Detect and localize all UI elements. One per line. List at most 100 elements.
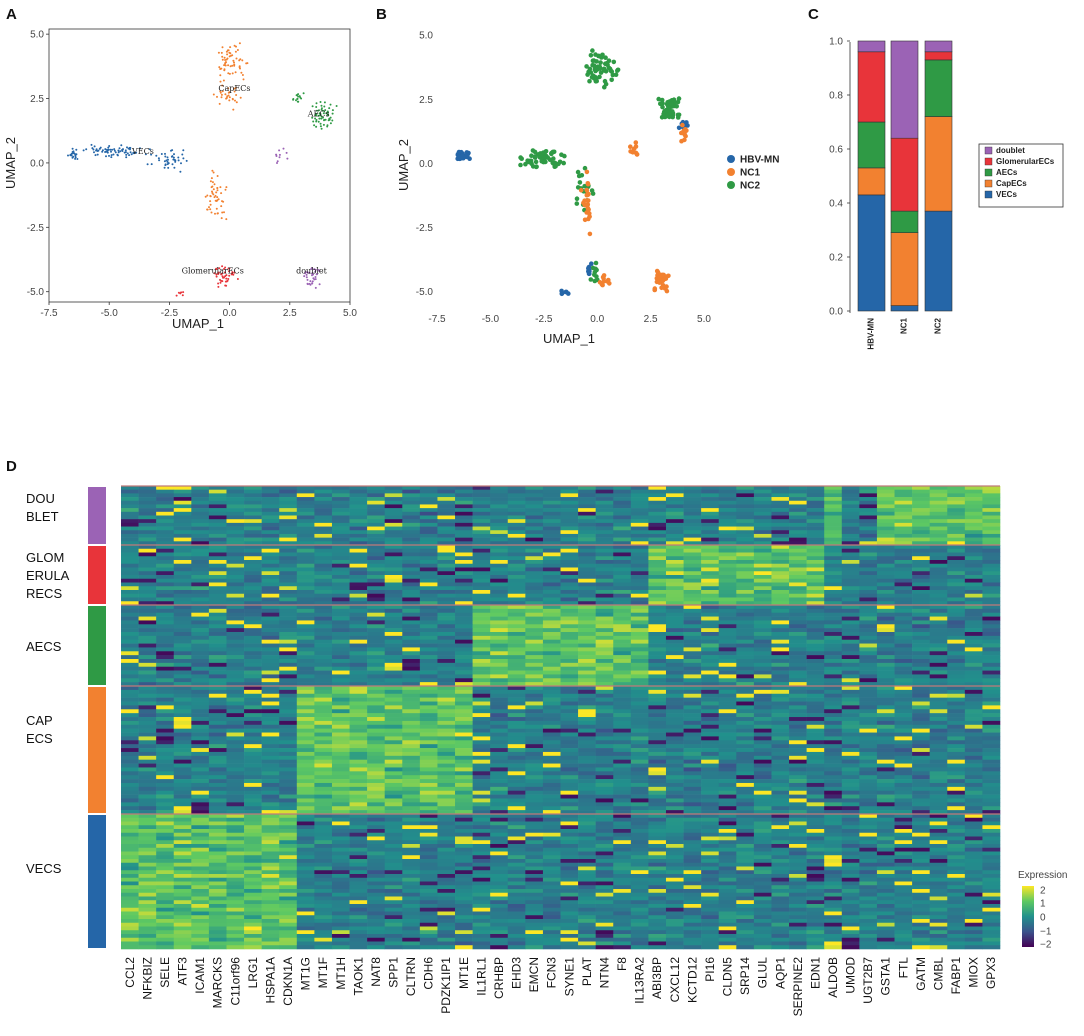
heatmap-cell (472, 632, 491, 637)
heatmap-cell (841, 674, 860, 679)
cell-point (173, 166, 176, 169)
heatmap-cell (384, 612, 403, 617)
heatmap-cell (859, 724, 878, 729)
heatmap-cell (367, 717, 385, 722)
heatmap-cell (701, 571, 720, 576)
heatmap-cell (156, 593, 175, 598)
heatmap-cell (859, 701, 878, 706)
legend-label: doublet (996, 146, 1025, 155)
heatmap-cell (929, 779, 948, 784)
bar-segment-glomerularecs (890, 137, 919, 212)
heatmap-cell (648, 709, 667, 714)
heatmap-cell (507, 724, 526, 729)
heatmap-cell (244, 701, 262, 706)
heatmap-cell (824, 643, 843, 648)
heatmap-cell (384, 697, 403, 702)
heatmap-cell (279, 504, 298, 509)
heatmap-cell (367, 674, 385, 679)
heatmap-cell (789, 497, 807, 502)
cell-point (597, 64, 602, 70)
heatmap-cell (156, 705, 175, 710)
heatmap-cell (578, 533, 596, 538)
heatmap-cell (349, 751, 368, 757)
heatmap-cell (472, 522, 491, 527)
heatmap-cell (121, 556, 139, 561)
heatmap-cell (736, 647, 755, 652)
heatmap-cell (648, 511, 667, 516)
heatmap-cell (876, 697, 895, 702)
heatmap-cell (331, 659, 350, 664)
heatmap-cell (560, 526, 579, 531)
heatmap-cell (314, 709, 333, 714)
heatmap-cell (771, 720, 790, 726)
heatmap-cell (121, 504, 139, 509)
heatmap-cell (894, 693, 913, 698)
heatmap-cell (191, 693, 210, 698)
heatmap-cell (314, 751, 333, 757)
cell-point (327, 119, 330, 122)
heatmap-cell (665, 782, 684, 788)
heatmap-cell (912, 575, 930, 580)
heatmap-cell (701, 771, 720, 776)
heatmap-cell (472, 605, 491, 610)
heatmap-cell (472, 674, 491, 679)
cell-point (585, 205, 591, 211)
heatmap-cell (542, 790, 561, 795)
heatmap-cell (947, 628, 966, 633)
heatmap-cell (121, 608, 139, 614)
heatmap-cell (402, 647, 421, 652)
heatmap-cell (279, 556, 298, 561)
heatmap-cell (630, 563, 649, 568)
heatmap-cell (648, 632, 667, 637)
heatmap-cell (806, 782, 825, 788)
heatmap-cell (683, 545, 702, 550)
heatmap-cell (314, 533, 333, 538)
heatmap-cell (613, 508, 632, 513)
heatmap-cell (824, 724, 843, 729)
heatmap-cell (279, 537, 298, 542)
heatmap-cell (525, 701, 544, 706)
heatmap-cell (683, 508, 702, 513)
heatmap-cell (771, 530, 790, 535)
heatmap-cell (173, 647, 192, 652)
heatmap-cell (349, 586, 368, 591)
heatmap-cell (806, 767, 825, 772)
heatmap-cell (578, 515, 596, 520)
heatmap-cell (226, 728, 245, 733)
heatmap-cell (542, 659, 561, 664)
heatmap-cell (208, 486, 227, 490)
heatmap-cell (753, 782, 772, 788)
heatmap-cell (455, 511, 473, 516)
heatmap-cell (121, 662, 139, 668)
heatmap-cell (331, 724, 350, 729)
heatmap-cell (156, 786, 175, 792)
heatmap-cell (226, 779, 245, 784)
heatmap-cell (841, 493, 860, 498)
heatmap-cell (331, 560, 350, 565)
heatmap-cell (138, 794, 157, 799)
heatmap-cell (701, 601, 720, 606)
heatmap-cell (894, 732, 913, 737)
heatmap-cell (138, 486, 157, 490)
heatmap-cell (261, 693, 280, 698)
heatmap-cell (314, 744, 333, 749)
heatmap-cell (894, 728, 913, 733)
heatmap-cell (349, 593, 368, 598)
heatmap-cell (349, 578, 368, 583)
heatmap-cell (419, 724, 438, 729)
heatmap-cell (455, 689, 473, 695)
heatmap-cell (789, 682, 807, 687)
heatmap-cell (384, 751, 403, 757)
heatmap-cell (560, 586, 579, 591)
heatmap-cell (736, 628, 755, 633)
heatmap-cell (191, 736, 210, 741)
heatmap-cell (771, 500, 790, 505)
heatmap-cell (894, 563, 913, 568)
heatmap-cell (718, 548, 737, 553)
heatmap-cell (841, 670, 860, 675)
heatmap-cell (296, 489, 315, 494)
heatmap-cell (121, 724, 139, 729)
heatmap-cell (296, 736, 315, 741)
heatmap-cell (789, 486, 807, 490)
cell-point (319, 125, 322, 128)
